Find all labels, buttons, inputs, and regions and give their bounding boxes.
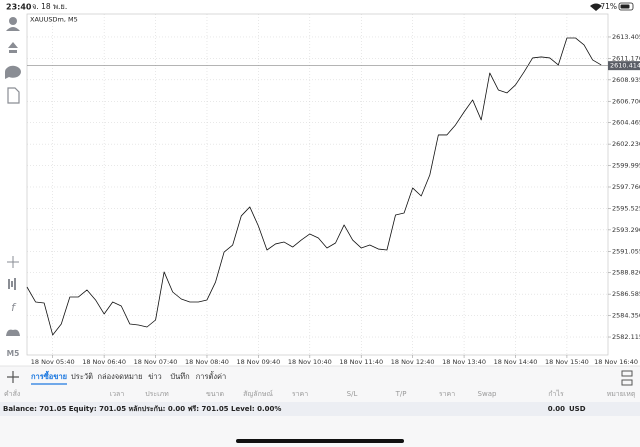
- column-header: เวลา: [110, 390, 125, 398]
- y-tick-label: 2604.465: [612, 119, 640, 127]
- x-tick-label: 18 Nov 11:40: [339, 358, 383, 366]
- status-battery: 71%: [600, 2, 617, 11]
- chart-layer: 2613.405 2611.170 2608.935 2606.700 2604.465…: [26, 14, 640, 366]
- balance-row: [0, 402, 640, 416]
- x-tick-label: 18 Nov 09:40: [236, 358, 280, 366]
- y-tick-label: 2606.700: [612, 97, 640, 105]
- account-icon[interactable]: [9, 17, 17, 25]
- chart-type-icon[interactable]: [8, 278, 16, 290]
- y-tick-label: 2586.585: [612, 290, 640, 298]
- y-tick-label: 2588.820: [612, 269, 640, 277]
- column-header: ราคา: [439, 390, 455, 398]
- new-order-icon[interactable]: [7, 87, 20, 104]
- left-toolbar: f M5: [4, 17, 21, 358]
- column-header: Swap: [478, 390, 497, 398]
- y-tick-label: 2608.935: [612, 76, 640, 84]
- column-header: ราคา: [292, 390, 308, 398]
- column-header: ขนาด: [206, 390, 224, 398]
- y-tick-label: 2599.995: [612, 162, 640, 170]
- x-tick-label: 18 Nov 06:40: [82, 358, 126, 366]
- battery-icon: [618, 2, 634, 11]
- y-tick-label: 2591.055: [612, 247, 640, 255]
- crosshair-icon[interactable]: [7, 256, 19, 268]
- column-header: T/P: [395, 390, 407, 398]
- chart-title: XAUUSDm, M5: [30, 16, 78, 24]
- y-tick-label: 2597.760: [612, 183, 640, 191]
- y-tick-label: 2611.170: [612, 54, 640, 62]
- add-button[interactable]: [7, 371, 19, 383]
- x-tick-label: 18 Nov 05:40: [31, 358, 75, 366]
- current-price-label: 2610.414: [610, 62, 640, 70]
- account-summary: Balance: 701.05 Equity: 701.05 หลักประกั…: [3, 405, 281, 413]
- y-tick-label: 2613.405: [612, 33, 640, 41]
- status-date: จ. 18 พ.ย.: [32, 2, 67, 11]
- x-tick-label: 18 Nov 10:40: [288, 358, 332, 366]
- account-profit: 0.00: [548, 405, 565, 413]
- wifi-icon: [590, 3, 602, 11]
- indicators-icon[interactable]: f: [11, 301, 17, 314]
- column-header: กำไร: [548, 389, 564, 398]
- table-header: คำสั่ง เวลา ประเภท ขนาด สัญลักษณ์ ราคา S/L T/P ร…: [4, 389, 636, 398]
- current-price-box: [608, 61, 640, 71]
- x-tick-label: 18 Nov 12:40: [391, 358, 435, 366]
- layout-button[interactable]: [621, 370, 633, 386]
- column-header: สัญลักษณ์: [243, 390, 273, 398]
- status-time: 23:40: [6, 3, 32, 12]
- y-tick-label: 2584.350: [612, 312, 640, 320]
- column-header: หมายเหตุ: [607, 390, 636, 398]
- column-header: ประเภท: [145, 390, 169, 398]
- chat-icon[interactable]: [4, 65, 21, 79]
- tab[interactable]: กล่องจดหมาย: [97, 372, 142, 381]
- home-indicator: [236, 439, 404, 443]
- tab[interactable]: การซื้อขาย: [31, 370, 67, 381]
- x-tick-label: 18 Nov 15:40: [545, 358, 589, 366]
- battery-level: [620, 4, 630, 9]
- trade-icon[interactable]: [8, 42, 18, 53]
- price-line: [26, 37, 602, 336]
- tab[interactable]: ข่าว: [148, 372, 162, 381]
- tab[interactable]: การตั้งค่า: [196, 371, 227, 381]
- tab[interactable]: บันทึก: [170, 372, 189, 381]
- tabs: การซื้อขาย ประวัติ กล่องจดหมาย ข่าว บันทึก กา…: [31, 370, 227, 385]
- account-currency: USD: [569, 405, 586, 413]
- y-tick-label: 2595.525: [612, 204, 640, 212]
- column-header: S/L: [347, 390, 358, 398]
- account-icon-body: [6, 27, 20, 31]
- x-tick-label: 18 Nov 08:40: [185, 358, 229, 366]
- y-tick-label: 2593.290: [612, 226, 640, 234]
- x-tick-label: 18 Nov 14:40: [494, 358, 538, 366]
- column-header: คำสั่ง: [4, 389, 20, 398]
- timeframe-button[interactable]: M5: [7, 349, 20, 358]
- chart-area: [26, 13, 609, 356]
- x-tick-label: 18 Nov 13:40: [442, 358, 486, 366]
- x-tick-label: 18 Nov 16:40: [594, 358, 638, 366]
- y-tick-label: 2582.115: [612, 333, 640, 341]
- x-tick-label: 18 Nov 07:40: [134, 358, 178, 366]
- tab[interactable]: ประวัติ: [71, 372, 93, 381]
- objects-icon[interactable]: [6, 329, 20, 336]
- y-tick-label: 2602.230: [612, 140, 640, 148]
